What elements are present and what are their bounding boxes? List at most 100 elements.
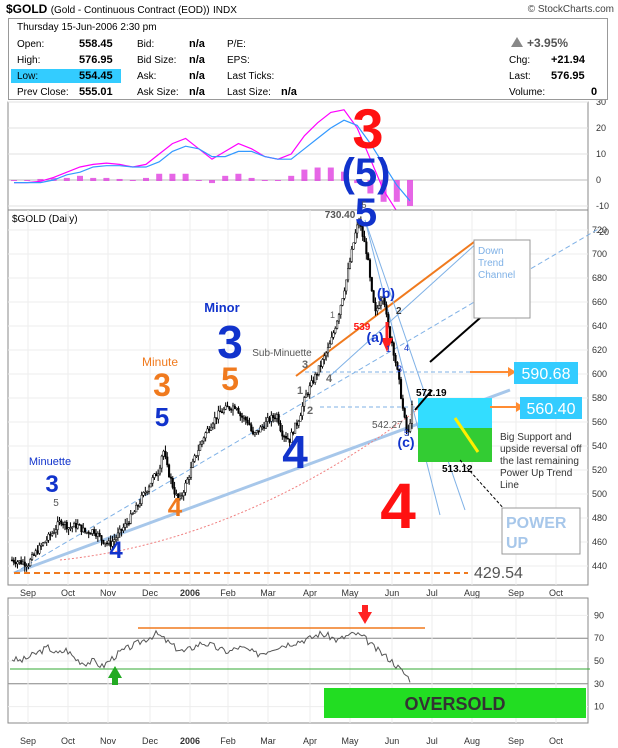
candle-body bbox=[306, 393, 309, 396]
wave-minute-5: 5 bbox=[155, 402, 169, 432]
candle-body bbox=[403, 408, 406, 418]
wave-small-4: 4 bbox=[404, 343, 409, 353]
candle-body bbox=[115, 537, 118, 540]
candle-body bbox=[255, 430, 258, 433]
rsi-y-tick-label: 30 bbox=[594, 679, 604, 689]
macd-histogram-bar bbox=[90, 177, 97, 181]
high-value-label: 730.40 bbox=[325, 210, 356, 221]
candle-body bbox=[113, 539, 116, 542]
macd-y-tick-label: 30 bbox=[596, 100, 606, 107]
low-highlight bbox=[11, 69, 121, 83]
candle-body bbox=[78, 524, 81, 526]
pe-label: P/E: bbox=[227, 39, 246, 50]
rsi-x-tick-label: Oct bbox=[61, 736, 76, 746]
down-channel-line-3 bbox=[329, 241, 479, 377]
candle-body bbox=[294, 422, 297, 434]
candle-body bbox=[73, 523, 76, 528]
candle-body bbox=[368, 259, 372, 278]
prev-close-label: Prev Close: bbox=[17, 87, 69, 98]
candle-body bbox=[49, 533, 52, 536]
candle-body bbox=[199, 444, 202, 451]
wave-minor-label: Minor bbox=[204, 300, 239, 315]
target-1-box bbox=[514, 362, 578, 384]
candle-body bbox=[361, 226, 364, 237]
macd-histogram-bar bbox=[301, 169, 308, 181]
candle-body bbox=[122, 527, 125, 531]
wave-small-1: 1 bbox=[330, 310, 335, 320]
candle-body bbox=[202, 437, 205, 442]
candle-body bbox=[222, 409, 225, 413]
rsi-y-ticks: 90 70 50 30 10 bbox=[594, 610, 604, 711]
macd-series-line bbox=[14, 119, 411, 202]
candle-body bbox=[168, 464, 171, 478]
candle-body bbox=[84, 527, 87, 533]
high-value: 576.95 bbox=[79, 54, 113, 66]
candle-body bbox=[93, 529, 96, 534]
candle-body bbox=[370, 277, 373, 291]
macd-histogram-bar bbox=[407, 180, 413, 206]
oversold-box bbox=[324, 688, 586, 718]
last-label: Last: bbox=[509, 71, 531, 82]
macd-histogram-bar bbox=[103, 177, 110, 181]
rsi-x-tick-label: Mar bbox=[260, 736, 276, 746]
macd-histogram-bar bbox=[209, 180, 215, 184]
candle-body bbox=[45, 539, 48, 543]
candle-body bbox=[348, 261, 351, 269]
candle-body bbox=[354, 232, 357, 244]
candle-body bbox=[164, 450, 167, 458]
candle-body bbox=[312, 380, 315, 383]
candle-body bbox=[67, 527, 70, 530]
candle-body bbox=[62, 523, 65, 526]
candle-body bbox=[228, 406, 231, 410]
red-down-arrow-icon bbox=[381, 338, 393, 352]
volume-label: Volume: bbox=[509, 87, 546, 98]
open-value: 558.45 bbox=[79, 38, 113, 50]
price-y-tick-label: 700 bbox=[592, 249, 607, 259]
wave-minor-5: 5 bbox=[221, 361, 239, 397]
cyan-support-box bbox=[418, 398, 492, 428]
candle-body bbox=[383, 297, 386, 306]
candle-body bbox=[323, 355, 326, 360]
candle-body bbox=[144, 491, 147, 494]
yellow-arrow-line bbox=[453, 417, 480, 453]
candle-body bbox=[151, 477, 154, 484]
price-x-tick-label: Sep bbox=[20, 588, 36, 598]
candle-body bbox=[405, 417, 408, 430]
down-channel-line-1 bbox=[364, 219, 441, 516]
price-x-tick-label: Sep bbox=[508, 588, 524, 598]
prev-close-value: 555.01 bbox=[79, 86, 113, 98]
macd-histogram-bar bbox=[77, 175, 83, 181]
macd-histogram-bar bbox=[169, 173, 176, 181]
candle-body bbox=[224, 405, 227, 410]
low-value: 554.45 bbox=[79, 70, 113, 82]
candle-body bbox=[215, 417, 218, 420]
candle-body bbox=[317, 365, 320, 375]
candle-body bbox=[80, 524, 83, 533]
candle-body bbox=[345, 279, 348, 292]
rsi-red-down-arrow-icon bbox=[358, 612, 372, 624]
candle-body bbox=[94, 533, 98, 537]
low-label: Low: bbox=[17, 71, 39, 82]
candle-body bbox=[208, 428, 211, 431]
rsi-panel: 90 70 50 30 10 Sep Oct Nov Dec 2006 Feb Mar Apr May J… bbox=[7, 597, 604, 746]
candle-body bbox=[219, 410, 222, 413]
candle-body bbox=[12, 559, 15, 563]
candle-body bbox=[359, 221, 362, 227]
candle-body bbox=[315, 374, 319, 376]
candle-body bbox=[111, 541, 114, 547]
price-x-tick-label: Oct bbox=[549, 588, 564, 598]
macd-histogram-bar bbox=[24, 180, 31, 181]
candle-body bbox=[32, 554, 35, 556]
macd-histogram-bar bbox=[222, 175, 229, 181]
candle-body bbox=[193, 455, 196, 462]
macd-histogram-bar bbox=[182, 173, 189, 181]
candle-body bbox=[158, 467, 161, 475]
candle-body bbox=[27, 565, 30, 567]
rsi-x-tick-label: Oct bbox=[549, 736, 564, 746]
candle-body bbox=[299, 415, 302, 422]
candle-body bbox=[100, 535, 103, 541]
candle-body bbox=[36, 550, 39, 554]
candle-body bbox=[328, 343, 331, 348]
candle-body bbox=[303, 397, 306, 407]
last-size-label: Last Size: bbox=[227, 87, 271, 98]
